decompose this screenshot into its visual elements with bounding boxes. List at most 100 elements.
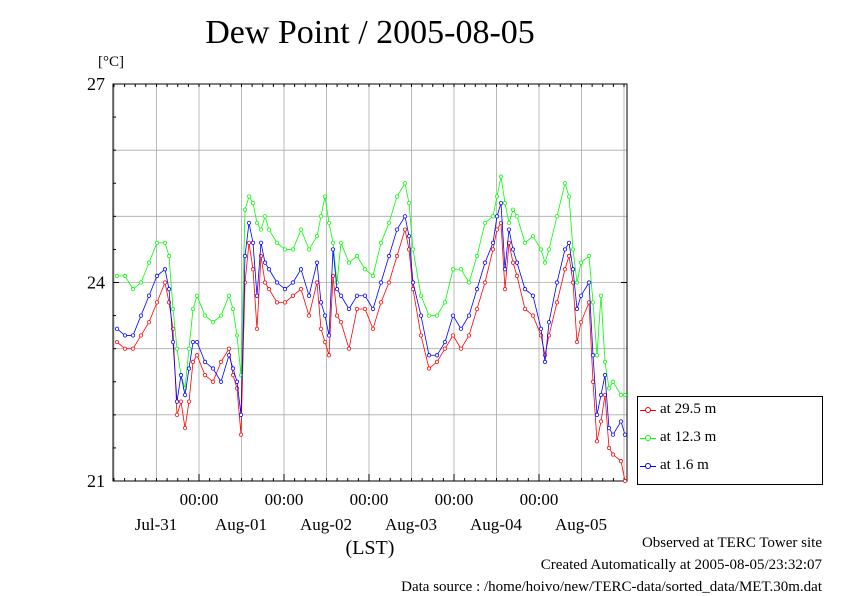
data-point xyxy=(610,452,616,457)
data-point xyxy=(594,353,600,358)
data-point xyxy=(314,280,320,285)
legend-item: at 12.3 m xyxy=(638,429,822,449)
data-point xyxy=(210,320,216,325)
data-point xyxy=(402,181,408,186)
y-tick-label: 24 xyxy=(87,273,105,293)
data-point xyxy=(254,293,260,298)
data-point xyxy=(182,392,188,398)
data-point xyxy=(154,240,160,245)
data-point xyxy=(538,247,544,252)
footer-source: Data source : /home/hoivo/new/TERC-data/… xyxy=(401,579,822,595)
data-point xyxy=(530,293,536,298)
data-point xyxy=(122,346,128,351)
data-point xyxy=(578,260,584,265)
data-point xyxy=(306,313,312,318)
data-point xyxy=(226,293,232,298)
series-line xyxy=(116,221,626,482)
data-point xyxy=(182,425,188,431)
data-point xyxy=(210,366,216,371)
data-point xyxy=(418,293,424,298)
data-point xyxy=(502,287,508,292)
data-point xyxy=(266,267,272,272)
data-point xyxy=(574,306,580,312)
data-point xyxy=(426,313,432,318)
y-tick-label: 27 xyxy=(87,74,105,94)
data-point xyxy=(334,280,340,285)
data-point xyxy=(494,214,500,219)
data-point xyxy=(538,326,544,331)
data-point xyxy=(326,333,332,338)
data-point xyxy=(570,247,576,252)
footer-created: Created Automatically at 2005-08-05/23:3… xyxy=(540,557,822,573)
data-point xyxy=(318,300,324,305)
data-point xyxy=(606,425,612,431)
x-time-label: 00:00 xyxy=(435,490,474,509)
data-point xyxy=(170,306,176,312)
legend-swatch-marker xyxy=(645,435,651,441)
data-point xyxy=(246,240,252,245)
data-point xyxy=(318,214,324,219)
data-point xyxy=(114,339,120,345)
data-point xyxy=(394,194,400,199)
data-point xyxy=(482,280,488,285)
data-point xyxy=(354,293,360,298)
data-point xyxy=(282,300,288,305)
legend-item: at 29.5 m xyxy=(638,401,822,421)
data-point xyxy=(282,287,288,292)
data-point xyxy=(242,253,248,259)
data-point xyxy=(566,253,572,259)
data-point xyxy=(622,478,628,484)
data-point xyxy=(186,399,192,404)
data-point xyxy=(258,227,264,232)
data-point xyxy=(378,300,384,305)
data-point xyxy=(506,220,512,226)
data-point xyxy=(606,386,612,391)
data-point xyxy=(178,399,184,404)
data-point xyxy=(354,306,360,312)
data-point xyxy=(458,326,464,331)
data-point xyxy=(186,346,192,351)
data-point xyxy=(578,293,584,298)
data-point xyxy=(442,339,448,345)
data-point xyxy=(554,280,560,285)
data-point xyxy=(594,412,600,417)
data-point xyxy=(502,201,508,206)
data-point xyxy=(566,194,572,199)
data-point xyxy=(514,260,520,265)
data-point xyxy=(474,253,480,259)
data-point xyxy=(130,287,136,292)
series-line xyxy=(116,202,626,436)
data-point xyxy=(394,227,400,232)
data-point xyxy=(218,379,224,384)
data-point xyxy=(586,253,592,259)
data-point xyxy=(274,280,280,285)
data-point xyxy=(170,339,176,345)
data-point xyxy=(290,247,296,252)
x-day-label: Aug-03 xyxy=(385,515,437,534)
data-point xyxy=(622,432,628,437)
data-point xyxy=(434,359,440,364)
data-point xyxy=(230,306,236,312)
data-point xyxy=(594,439,600,444)
data-point xyxy=(242,207,248,212)
data-point xyxy=(254,326,260,331)
data-point xyxy=(322,339,328,345)
data-point xyxy=(174,399,180,404)
data-point xyxy=(418,333,424,338)
data-point xyxy=(450,313,456,318)
data-point xyxy=(490,247,496,252)
data-point xyxy=(290,280,296,285)
data-point xyxy=(434,313,440,318)
data-point xyxy=(210,379,216,384)
data-point xyxy=(138,313,144,318)
data-point xyxy=(114,326,120,331)
data-point xyxy=(622,392,628,398)
data-point xyxy=(466,333,472,338)
data-point xyxy=(226,353,232,358)
data-point xyxy=(406,201,412,206)
data-point xyxy=(250,267,256,272)
legend-label: at 1.6 m xyxy=(660,457,709,473)
data-point xyxy=(426,353,432,358)
data-point xyxy=(386,253,392,259)
